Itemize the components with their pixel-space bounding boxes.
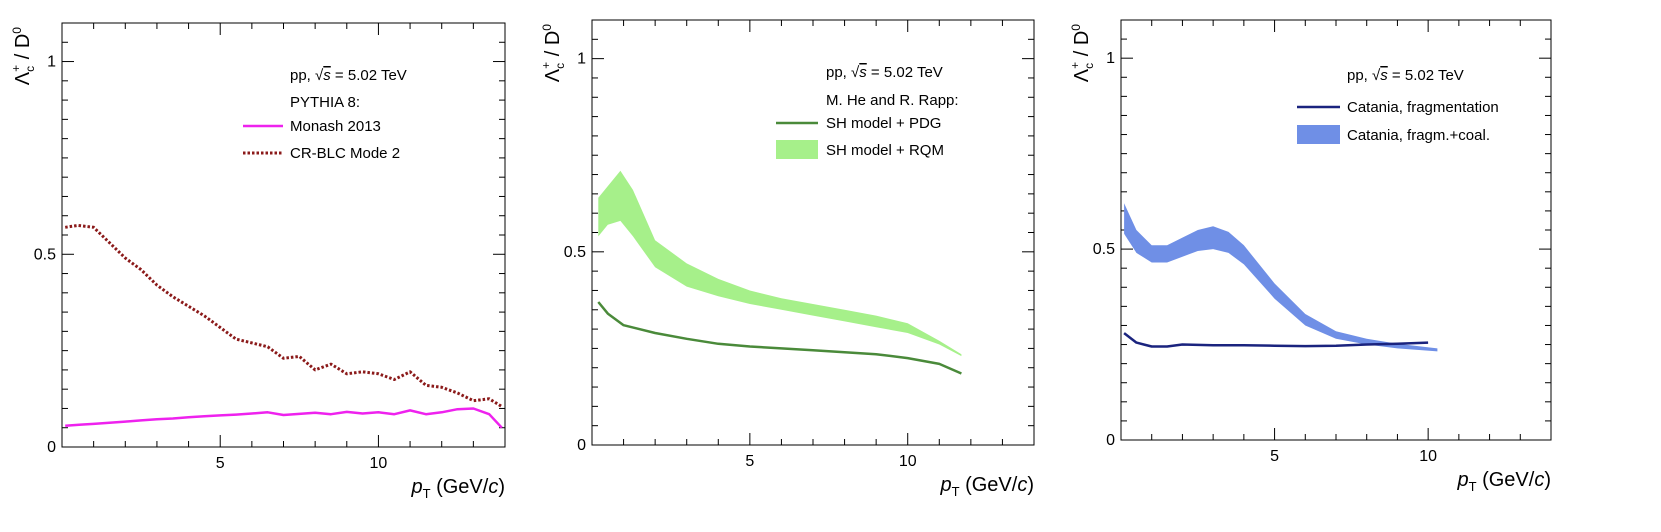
x-axis-title: pT (GeV/c)	[1456, 469, 1551, 494]
legend: pp, √s = 5.02 TeV M. He and R. Rapp: SH mo…	[776, 64, 959, 159]
plot-frame	[591, 19, 1035, 446]
y-axis-title: Λc+ / D0	[9, 27, 37, 86]
plot-frame	[1120, 19, 1552, 441]
legend-entry-label: Catania, fragm.+coal.	[1347, 127, 1490, 144]
y-tick-label: 0.5	[564, 244, 586, 261]
chart-panel-1: 5 10 0 0.5 1 pT (GeV/c) Λc+ / D0 pp, √s = 5.02 …	[9, 22, 506, 501]
y-tick-label: 1	[47, 54, 56, 71]
legend-header: pp, √s = 5.02 TeV	[826, 64, 943, 81]
y-axis-title: Λc+ / D0	[539, 24, 567, 83]
x-tick-label: 10	[1419, 448, 1437, 465]
legend-header: pp, √s = 5.02 TeV	[290, 67, 407, 84]
x-tick-label: 10	[899, 453, 917, 470]
legend-entry-label: Catania, fragmentation	[1347, 99, 1499, 116]
x-tick-label: 5	[1270, 448, 1279, 465]
legend-entry-label: Monash 2013	[290, 118, 381, 135]
series-monash-2013	[65, 407, 503, 429]
x-tick-label: 10	[370, 455, 388, 472]
x-tick-label: 5	[216, 455, 225, 472]
y-tick-label: 0.5	[34, 246, 56, 263]
series-sh-model-pdg	[597, 301, 962, 375]
plot-frame	[61, 22, 506, 448]
series-catania-fragmentation	[1123, 332, 1429, 348]
series-cr-blc-mode-2	[64, 223, 503, 408]
y-tick-label: 1	[577, 51, 586, 68]
legend-key-band	[1297, 125, 1340, 144]
x-tick-label: 5	[745, 453, 754, 470]
plot-area	[597, 170, 962, 375]
y-tick-label: 0	[47, 439, 56, 456]
legend-key-band	[776, 140, 818, 159]
plot-area	[64, 223, 503, 429]
x-axis-title: pT (GeV/c)	[939, 474, 1034, 499]
y-tick-label: 0	[1106, 432, 1115, 449]
band-sh-model-rqm	[598, 170, 962, 357]
legend: pp, √s = 5.02 TeV PYTHIA 8: Monash 2013 CR-…	[243, 67, 407, 162]
chart-panel-3: 5 10 0 0.5 1 pT (GeV/c) Λc+ / D0 pp, √s = 5.02 …	[1068, 19, 1552, 494]
y-tick-label: 0.5	[1093, 241, 1115, 258]
legend: pp, √s = 5.02 TeV Catania, fragmentation C…	[1297, 67, 1499, 144]
y-axis-title: Λc+ / D0	[1068, 24, 1096, 83]
chart-panel-2: 5 10 0 0.5 1 pT (GeV/c) Λc+ / D0 pp, √s = 5.02 …	[539, 19, 1035, 499]
legend-entry-label: SH model + PDG	[826, 115, 941, 132]
legend-subheader: PYTHIA 8:	[290, 94, 360, 111]
legend-entry-label: SH model + RQM	[826, 142, 944, 159]
legend-header: pp, √s = 5.02 TeV	[1347, 67, 1464, 84]
x-axis-title: pT (GeV/c)	[410, 476, 505, 501]
plot-area	[1123, 203, 1438, 352]
band-catania-fragm-coal-	[1124, 203, 1438, 352]
y-tick-label: 1	[1106, 50, 1115, 67]
legend-entry-label: CR-BLC Mode 2	[290, 145, 400, 162]
y-tick-label: 0	[577, 437, 586, 454]
legend-subheader: M. He and R. Rapp:	[826, 92, 959, 109]
